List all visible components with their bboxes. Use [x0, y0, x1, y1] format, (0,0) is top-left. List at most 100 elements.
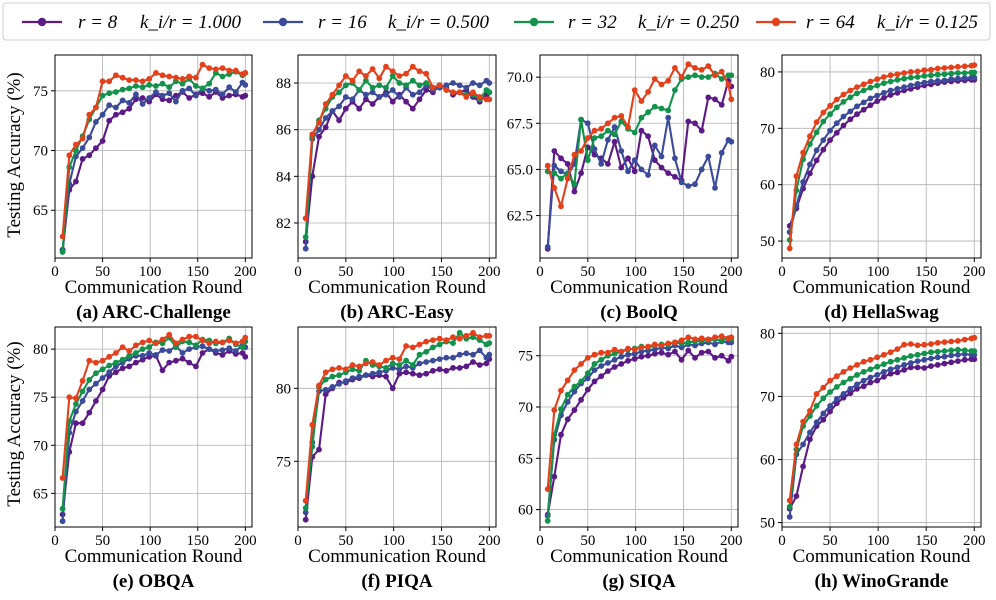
data-point-b-0-3 — [322, 124, 329, 131]
subplot-title-g: (g) SIQA — [602, 571, 676, 592]
series-line-g-2 — [546, 337, 732, 521]
data-point-e-2-8 — [113, 359, 119, 366]
data-point-h-0-19 — [914, 364, 921, 371]
data-point-d-3-26 — [961, 63, 968, 70]
data-point-a-0-6 — [99, 138, 106, 144]
data-point-g-0-26 — [718, 352, 725, 359]
data-point-f-1-4 — [329, 384, 336, 390]
data-point-c-1-8 — [598, 161, 605, 167]
data-point-g-1-3 — [564, 399, 571, 405]
data-point-c-2-10 — [611, 131, 618, 138]
data-point-g-1-9 — [605, 360, 611, 366]
data-point-f-1-28 — [486, 351, 493, 358]
data-point-e-0-18 — [179, 355, 186, 362]
data-point-b-3-4 — [329, 91, 336, 98]
data-point-d-3-24 — [948, 64, 955, 71]
data-point-c-1-19 — [672, 155, 678, 162]
data-point-h-1-23 — [941, 353, 948, 360]
data-point-b-1-0 — [302, 245, 309, 252]
data-point-c-2-22 — [692, 72, 698, 79]
data-point-f-1-17 — [416, 360, 423, 367]
plot-frame-f — [297, 326, 497, 528]
data-point-g-0-7 — [591, 378, 598, 385]
data-point-d-2-22 — [934, 71, 941, 78]
data-point-h-3-17 — [901, 341, 907, 348]
data-point-a-3-9 — [119, 74, 126, 81]
data-point-b-1-22 — [450, 80, 456, 86]
data-point-h-2-21 — [928, 349, 934, 356]
y-tick-label-b-0: 82 — [276, 216, 291, 232]
data-point-a-0-9 — [119, 109, 126, 116]
data-point-b-2-0 — [302, 234, 309, 240]
data-point-g-1-12 — [625, 351, 631, 358]
data-point-d-1-3 — [807, 161, 813, 168]
data-point-b-0-2 — [316, 133, 322, 140]
data-point-e-3-28 — [242, 334, 249, 341]
data-point-h-2-20 — [921, 350, 928, 357]
data-point-b-2-15 — [403, 82, 409, 89]
data-point-c-1-16 — [651, 142, 658, 149]
data-point-c-2-6 — [584, 157, 591, 164]
data-point-e-1-18 — [179, 350, 186, 356]
data-point-d-1-10 — [854, 103, 860, 110]
data-point-g-1-7 — [591, 367, 598, 373]
data-point-f-0-14 — [396, 370, 403, 377]
data-point-e-2-4 — [86, 377, 93, 383]
data-point-f-3-18 — [423, 338, 430, 345]
subplot-a: 0 50 100 150 200 65 70 75 Communication Round (a)… — [33, 54, 257, 323]
data-point-f-2-18 — [423, 348, 430, 355]
data-point-d-3-18 — [907, 69, 914, 75]
y-tick-label-d-0: 50 — [760, 234, 775, 250]
data-point-d-0-4 — [813, 157, 820, 164]
data-point-e-1-16 — [166, 348, 173, 354]
x-tick-label-f-2: 100 — [382, 533, 405, 549]
data-point-a-3-14 — [153, 70, 159, 76]
data-point-c-0-21 — [685, 118, 692, 125]
data-point-e-3-17 — [173, 340, 179, 347]
data-point-d-0-3 — [807, 170, 813, 177]
data-point-e-0-17 — [173, 357, 179, 364]
data-point-d-2-28 — [971, 69, 978, 76]
data-point-h-2-15 — [887, 358, 894, 365]
data-point-f-3-20 — [436, 335, 443, 342]
data-point-b-3-14 — [396, 73, 403, 79]
x-tick-label-b-0: 0 — [294, 264, 302, 280]
data-point-h-0-23 — [941, 360, 948, 367]
data-point-f-2-13 — [389, 360, 396, 367]
data-point-f-1-8 — [356, 373, 363, 380]
data-point-g-2-0 — [544, 517, 551, 524]
data-point-f-1-14 — [396, 366, 403, 373]
data-point-h-0-20 — [921, 365, 928, 371]
data-point-a-3-21 — [199, 61, 206, 68]
data-point-b-0-16 — [409, 105, 416, 112]
x-tick-label-b-4: 200 — [478, 264, 501, 280]
data-point-h-2-26 — [961, 347, 968, 354]
data-point-d-2-4 — [813, 129, 820, 136]
data-point-c-3-6 — [584, 135, 591, 141]
data-point-f-3-11 — [376, 362, 383, 368]
data-point-b-2-17 — [416, 82, 423, 89]
data-point-a-1-5 — [93, 119, 99, 125]
data-point-b-2-16 — [409, 77, 416, 84]
data-point-h-1-24 — [948, 352, 955, 359]
data-point-e-3-15 — [159, 336, 166, 343]
data-point-e-3-11 — [133, 342, 139, 349]
data-point-d-1-20 — [921, 79, 928, 86]
data-point-g-0-8 — [598, 373, 605, 380]
data-point-d-3-20 — [921, 67, 928, 74]
data-point-g-3-3 — [564, 377, 571, 384]
data-point-f-0-19 — [430, 367, 436, 374]
data-point-a-3-19 — [186, 73, 193, 80]
data-point-h-1-20 — [921, 356, 928, 363]
subplot-c: 0 50 100 150 200 62.5 65.0 67.5 70.0 Communicatio… — [507, 54, 743, 323]
data-point-h-2-9 — [847, 375, 854, 382]
data-point-c-1-21 — [685, 183, 692, 189]
data-point-g-3-12 — [625, 345, 631, 352]
data-point-h-0-22 — [934, 362, 941, 368]
data-point-g-3-26 — [718, 333, 725, 340]
data-point-h-1-15 — [887, 366, 894, 373]
data-point-b-2-8 — [356, 87, 363, 93]
data-point-b-1-23 — [456, 82, 463, 89]
y-axis-label-bottom: Testing Accuracy (%) — [4, 341, 25, 506]
